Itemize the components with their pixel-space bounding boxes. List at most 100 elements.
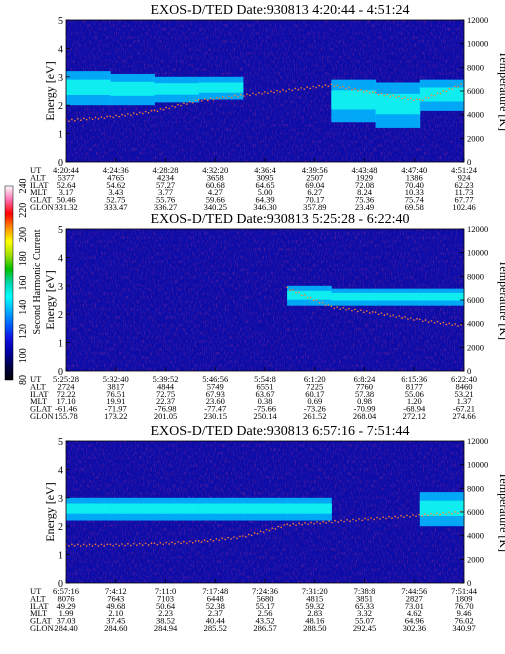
y-tick-label: 5 — [58, 437, 63, 448]
table-cell: 70.17 — [305, 195, 324, 205]
temperature-point — [346, 519, 348, 521]
temperature-point — [416, 98, 418, 100]
temperature-point — [76, 118, 79, 120]
temperature-point — [357, 90, 359, 92]
temperature-point — [424, 513, 426, 515]
temperature-point — [395, 316, 397, 318]
temperature-point — [273, 91, 275, 94]
table-cell: 7225 — [306, 381, 323, 391]
temperature-point — [351, 88, 353, 91]
table-cell: 7643 — [107, 593, 124, 603]
temperature-point — [124, 115, 126, 117]
temperature-point — [206, 540, 209, 543]
temperature-point — [312, 299, 315, 302]
temperature-point — [91, 118, 94, 121]
table-cell: 4844 — [157, 381, 175, 391]
table-row-label: GLAT — [30, 195, 53, 205]
table-cell: 63.67 — [255, 389, 274, 399]
table-row-label: ALT — [30, 172, 47, 182]
temperature-point — [436, 92, 439, 94]
colorbar-tick-label: 160 — [18, 276, 29, 291]
table-cell: -67.21 — [453, 404, 475, 414]
table-cell: 2724 — [58, 381, 76, 391]
y-tick-label: 0 — [58, 367, 63, 378]
temperature-point — [298, 522, 300, 525]
temperature-point — [174, 106, 176, 108]
table-cell: -75.66 — [254, 404, 276, 414]
table-cell: 64.96 — [405, 616, 424, 626]
table-cell: 3.77 — [158, 187, 173, 197]
table-cell: 57.38 — [355, 389, 374, 399]
table-row-label: ALT — [30, 381, 47, 391]
table-cell: 3658 — [207, 172, 224, 182]
temperature-point — [242, 535, 244, 537]
temperature-point — [442, 511, 444, 514]
temperature-point — [218, 98, 221, 100]
table-cell: 7:11:0 — [155, 586, 176, 596]
panel-1-y2-label: Temperature [K] — [497, 51, 505, 131]
temperature-point — [253, 532, 256, 534]
temperature-point — [141, 544, 144, 546]
temperature-point — [445, 513, 447, 515]
temperature-point — [304, 522, 306, 524]
temperature-point — [270, 90, 272, 93]
table-row-label: UT — [30, 374, 42, 384]
temperature-point — [247, 533, 250, 536]
temperature-point — [280, 526, 283, 529]
table-cell: 6:1:20 — [304, 374, 326, 384]
temperature-point — [76, 543, 79, 546]
table-cell: 59.32 — [305, 601, 324, 611]
table-cell: 54.62 — [106, 180, 125, 190]
temperature-point — [186, 542, 188, 544]
y2-tick-label: 4000 — [467, 110, 484, 120]
energy-band-core — [198, 82, 244, 93]
y-tick-label: 3 — [58, 73, 63, 84]
temperature-point — [345, 309, 347, 311]
temperature-point — [415, 515, 417, 518]
temperature-point — [118, 544, 120, 547]
temperature-point — [294, 87, 296, 90]
temperature-point — [460, 324, 462, 326]
temperature-point — [307, 523, 309, 526]
table-cell: 272.12 — [403, 411, 426, 421]
temperature-point — [333, 85, 336, 88]
temperature-point — [203, 98, 206, 100]
table-cell: 346.30 — [253, 202, 276, 212]
temperature-point — [94, 543, 97, 546]
table-cell: 924 — [458, 172, 472, 182]
temperature-point — [445, 323, 448, 326]
table-cell: 6:57:16 — [53, 586, 79, 596]
temperature-point — [421, 515, 423, 517]
temperature-point — [186, 103, 188, 105]
table-cell: 3817 — [107, 381, 124, 391]
temperature-point — [180, 104, 182, 107]
y-tick-label: 1 — [58, 339, 63, 350]
table-row-label: GLON — [30, 411, 54, 421]
temperature-point — [377, 313, 380, 316]
table-row-label: GLAT — [30, 404, 53, 414]
table-cell: 261.52 — [303, 411, 326, 421]
temperature-point — [141, 112, 144, 115]
temperature-point — [236, 537, 238, 540]
table-cell: 55.76 — [156, 195, 175, 205]
colorbar-tick-label: 140 — [18, 300, 29, 315]
temperature-point — [209, 97, 212, 100]
table-cell: 17.10 — [56, 396, 75, 406]
table-cell: 7760 — [356, 381, 373, 391]
y2-tick-label: 6000 — [467, 86, 484, 96]
table-cell: 6448 — [207, 593, 224, 603]
table-cell: 0.38 — [258, 396, 273, 406]
temperature-point — [189, 100, 191, 103]
table-cell: 7:51:44 — [451, 586, 478, 596]
temperature-point — [454, 85, 456, 88]
table-cell: 3095 — [257, 172, 274, 182]
table-cell: 55.06 — [405, 389, 424, 399]
table-cell: 76.51 — [106, 389, 125, 399]
table-cell: 1.20 — [407, 396, 422, 406]
temperature-point — [130, 114, 132, 116]
temperature-point — [337, 521, 339, 523]
temperature-point — [121, 543, 123, 545]
temperature-point — [313, 523, 315, 525]
table-cell: 292.45 — [353, 623, 376, 633]
table-cell: 0.98 — [357, 396, 372, 406]
